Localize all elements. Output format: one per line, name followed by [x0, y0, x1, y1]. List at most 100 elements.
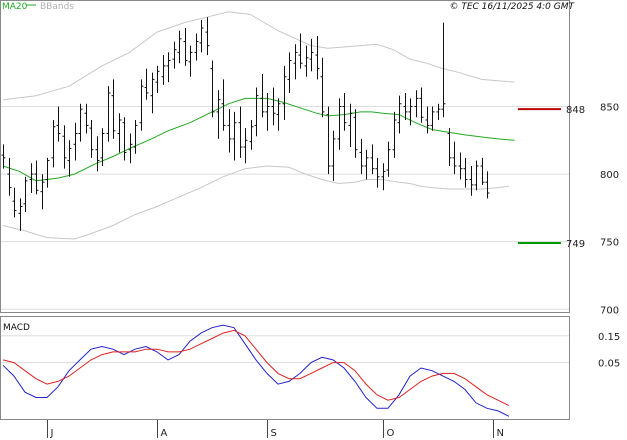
price-bar	[249, 119, 254, 150]
price-tick-label: 850	[600, 102, 619, 113]
price-bar	[320, 57, 325, 118]
price-bar	[40, 174, 45, 210]
price-bar	[199, 19, 204, 53]
macd-axis-ticks: 0.15 0.05	[598, 332, 620, 370]
price-bar	[265, 92, 270, 131]
price-bar	[150, 72, 155, 114]
price-bar	[254, 87, 259, 137]
price-bar	[430, 106, 435, 131]
price-bar	[172, 41, 177, 69]
ma20-legend: MA20	[2, 2, 28, 12]
price-bar	[210, 60, 215, 118]
price-bar	[122, 117, 127, 161]
price-bar	[78, 103, 83, 142]
price-bar	[293, 44, 298, 80]
ma20-line	[2, 97, 515, 182]
price-bar	[485, 171, 490, 199]
price-bar	[304, 45, 309, 77]
macd-tick-label: 0.05	[598, 359, 620, 370]
price-bar	[73, 122, 78, 161]
price-bar	[403, 92, 408, 120]
price-bar	[29, 163, 34, 194]
price-bar	[342, 92, 347, 131]
price-bar	[45, 157, 50, 188]
price-bar	[128, 133, 133, 164]
price-bar	[381, 163, 386, 191]
price-bar	[51, 119, 56, 168]
macd-lines	[2, 324, 510, 417]
price-bar	[188, 45, 193, 77]
price-bar	[315, 36, 320, 80]
price-bar	[111, 79, 116, 139]
price-bar	[469, 165, 474, 196]
x-axis-label: J	[50, 428, 54, 439]
price-bar	[359, 138, 364, 175]
bbands-legend: BBands	[40, 2, 74, 12]
price-bar	[161, 55, 166, 85]
x-axis-label: A	[161, 428, 168, 439]
price-bar	[271, 87, 276, 126]
price-bar	[425, 106, 430, 134]
price-bar	[106, 86, 111, 142]
price-bar	[298, 33, 303, 69]
price-bar	[177, 30, 182, 64]
price-bar	[392, 111, 397, 158]
macd-title: MACD	[3, 323, 30, 333]
price-tick-label: 800	[600, 170, 619, 181]
price-bar	[194, 33, 199, 61]
price-bar	[67, 140, 72, 177]
support-label: 749	[566, 239, 585, 250]
price-bar	[452, 141, 457, 175]
price-bar	[419, 87, 424, 123]
price-bars	[1, 17, 490, 231]
price-panel-frame	[0, 0, 570, 313]
price-bar	[144, 68, 149, 100]
price-bar	[408, 98, 413, 126]
price-axis-ticks: 850 800 750 700	[600, 102, 619, 316]
price-bar	[117, 113, 122, 153]
price-bar	[282, 65, 287, 120]
ma20-path	[2, 97, 515, 182]
price-bar	[463, 157, 468, 188]
price-bar	[480, 157, 485, 185]
price-bar	[62, 125, 67, 169]
price-bar	[183, 28, 188, 66]
price-bar	[243, 128, 248, 164]
price-bar	[139, 79, 144, 131]
price-bar	[166, 52, 171, 83]
price-bar	[309, 38, 314, 72]
macd-line	[2, 324, 510, 417]
macd-tick-label: 0.15	[598, 332, 620, 343]
price-bar	[474, 160, 479, 191]
price-bar	[232, 111, 237, 161]
price-tick-label: 750	[600, 238, 619, 249]
resistance-label: 848	[566, 105, 585, 116]
price-bar	[441, 22, 446, 118]
signal-line	[2, 329, 510, 407]
price-bar	[34, 160, 39, 195]
price-bar	[227, 109, 232, 153]
price-bar	[337, 98, 342, 150]
support-resistance-levels: 848 749	[518, 105, 585, 250]
price-bar	[216, 90, 221, 139]
price-bar	[447, 128, 452, 166]
price-bar	[436, 103, 441, 120]
macd-panel-frame	[0, 316, 570, 420]
price-bar	[238, 106, 243, 158]
bollinger-bands	[2, 11, 515, 240]
x-axis-label: O	[387, 428, 395, 439]
price-bar	[18, 198, 23, 231]
price-bar	[89, 119, 94, 158]
price-bar	[205, 17, 210, 56]
x-axis-label: N	[497, 428, 504, 439]
price-bar	[95, 136, 100, 172]
price-bar	[353, 109, 358, 158]
price-bar	[414, 90, 419, 118]
price-bar	[23, 176, 28, 212]
price-bar	[370, 144, 375, 175]
price-tick-label: 700	[600, 305, 619, 316]
price-bar	[100, 128, 105, 166]
price-bar	[458, 152, 463, 180]
